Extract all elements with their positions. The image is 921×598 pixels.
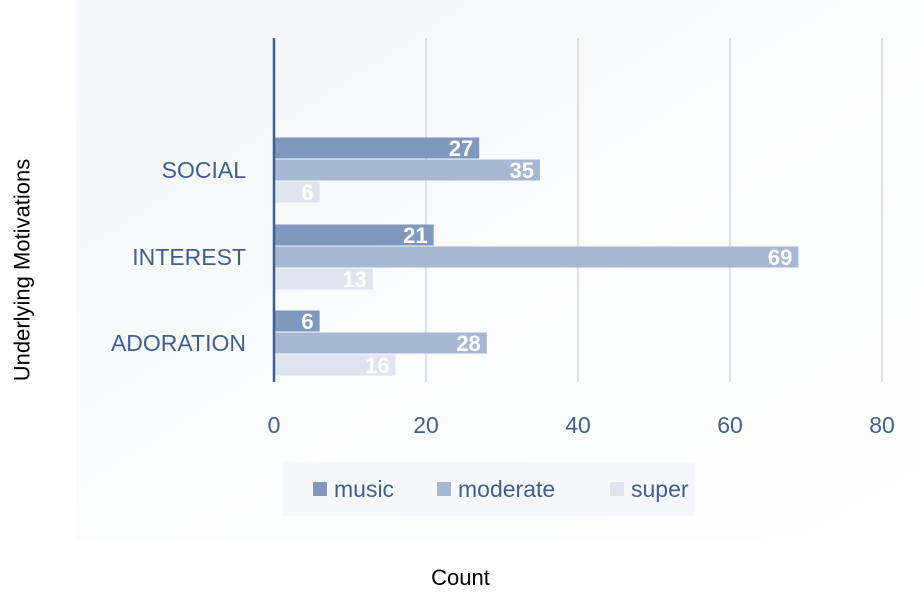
legend-swatch-music [313, 482, 327, 496]
x-tick-label: 60 [717, 412, 743, 438]
legend-label-moderate: moderate [458, 476, 555, 502]
data-label: 16 [365, 353, 389, 378]
x-axis-title: Count [431, 565, 490, 590]
bar-super [274, 268, 373, 290]
data-label: 6 [301, 180, 313, 205]
bar-moderate [274, 332, 487, 354]
bar-moderate [274, 246, 799, 268]
bar-super [274, 354, 396, 376]
bar-super [274, 181, 320, 203]
bar-music [274, 224, 434, 246]
data-label: 13 [342, 267, 366, 292]
bar-moderate [274, 159, 540, 181]
legend-swatch-super [610, 482, 624, 496]
data-label: 35 [510, 158, 534, 183]
category-label: ADORATION [111, 330, 246, 356]
legend-label-music: music [334, 476, 394, 502]
x-tick-label: 0 [268, 412, 281, 438]
category-label: INTEREST [132, 244, 246, 270]
data-label: 21 [403, 223, 427, 248]
bar-music [274, 310, 320, 332]
legend-label-super: super [631, 476, 689, 502]
chart-background [76, 0, 921, 540]
x-tick-label: 20 [413, 412, 439, 438]
legend-swatch-moderate [437, 482, 451, 496]
x-tick-label: 80 [869, 412, 895, 438]
legend-box [283, 462, 695, 516]
bar-music [274, 137, 480, 159]
data-label: 27 [449, 136, 473, 161]
data-label: 28 [456, 331, 480, 356]
data-label: 69 [768, 245, 792, 270]
category-label: SOCIAL [162, 157, 247, 183]
data-label: 6 [301, 309, 313, 334]
x-tick-label: 40 [565, 412, 591, 438]
